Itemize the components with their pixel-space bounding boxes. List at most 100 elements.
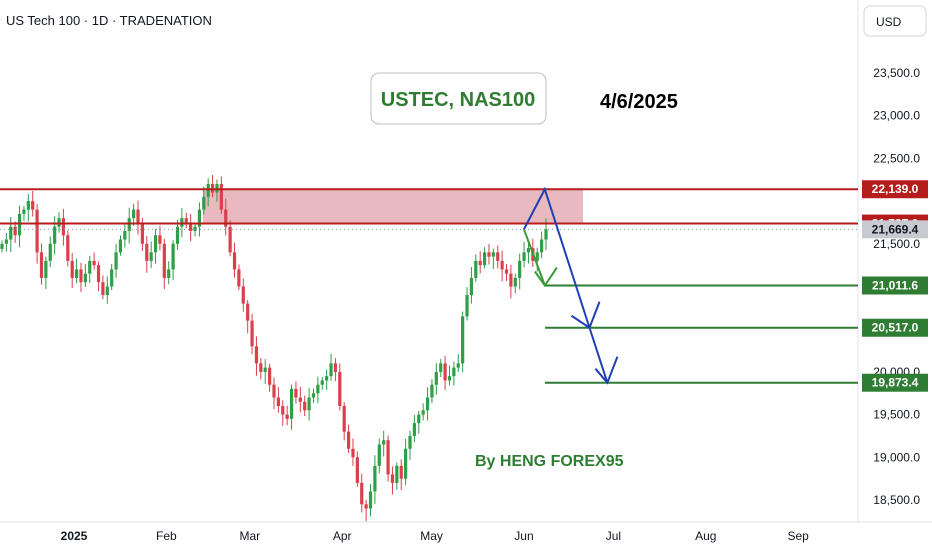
candle-body [9,226,13,240]
price-tick-labels: 23,500.023,000.022,500.021,500.020,000.0… [873,66,920,507]
candle-body [500,260,504,270]
candle-body [167,269,171,278]
level-lines [0,188,858,384]
candle-body [123,230,127,240]
candle-body [26,201,30,210]
price-tags: 22,139.021,737.021,669.421,011.620,517.0… [862,180,928,392]
candle-body [452,367,456,377]
candle-body [373,465,377,492]
time-tick-label: Jun [514,529,533,543]
candle-body [184,218,188,223]
candle-body [404,448,408,479]
candle-body [325,376,329,381]
candle-body [96,265,101,283]
candle-body [39,252,44,278]
candle-body [395,465,399,483]
candle-body [504,269,509,274]
price-tag-label: 22,139.0 [872,182,919,196]
price-tag [862,373,928,392]
candle-body [421,410,425,415]
candle-body [535,252,539,261]
candle-body [439,363,443,372]
candle-body [311,393,316,398]
candle-body [285,414,289,419]
candle-body [281,406,285,415]
time-tick-labels: 2025 Feb Mar Apr May Jun Jul Aug Sep [61,529,809,543]
price-tick-label: 23,000.0 [873,109,920,123]
supply-zone-fill [203,189,583,224]
candle-body [145,243,149,261]
candle-body [259,363,263,372]
candle-body [4,239,8,244]
candle-body [298,397,302,402]
candle-body [219,184,223,210]
candle-body [206,184,210,197]
candle-body [110,269,114,287]
candle-body [17,213,22,236]
price-tag [862,180,928,199]
candle-body [22,209,26,214]
candle-body [228,226,232,253]
candle-body [246,303,250,321]
candle-body [355,457,359,483]
time-tick-label: Sep [787,529,809,543]
candle-body [57,218,61,227]
candle-body [118,239,123,253]
blue-arrow-head-end [594,356,619,385]
candle-body [83,273,87,283]
candle-body [162,243,166,278]
candle-series [0,174,548,522]
candle-body [66,235,70,261]
candle-body [417,414,421,424]
candle-body [127,218,131,231]
candle-body [158,235,162,244]
candle-body [351,448,355,458]
price-tick-label: 19,500.0 [873,408,920,422]
candle-body [474,260,478,278]
candle-body [140,222,144,244]
green-arrow-head [534,266,558,288]
annotation-author: By HENG FOREX95 [475,453,624,470]
candle-body [250,320,254,347]
candle-body [289,388,294,419]
candle-body [382,440,386,445]
candle-body [518,260,522,278]
candle-body [0,243,4,249]
candle-body [338,371,342,407]
candle-body [333,363,338,372]
candle-body [48,243,52,261]
candle-body [175,226,180,244]
supply-zone [203,189,583,224]
projection-arrows [523,186,619,385]
price-tick-label: 21,500.0 [873,237,920,251]
candle-body [232,252,237,270]
candle-body [74,269,79,278]
candle-body [496,252,500,261]
candle-body [303,401,307,411]
currency-button[interactable]: USD [863,5,927,37]
annotation-date: 4/6/2025 [600,91,678,113]
candle-body [53,226,57,244]
time-tick-label: 2025 [61,529,88,543]
price-tag [862,276,928,295]
candle-body [88,260,92,274]
price-axis-panel[interactable] [858,0,932,522]
candle-body [35,209,39,253]
candle-body [443,363,447,381]
candle-body [153,235,158,253]
candle-body [136,209,140,223]
candle-body [193,226,197,231]
candle-body [132,209,136,219]
candle-body [44,260,48,278]
price-tag-label: 19,873.4 [872,376,919,390]
candle-body [425,397,430,411]
symbol-title[interactable]: US Tech 100 · 1D · TRADENATION [6,13,212,28]
candle-body [180,218,184,227]
time-tick-label: Jul [606,529,621,543]
candle-body [254,346,259,364]
candle-body [509,273,513,287]
candle-body [491,252,495,257]
candle-body [487,252,491,257]
candle-body [399,465,403,479]
